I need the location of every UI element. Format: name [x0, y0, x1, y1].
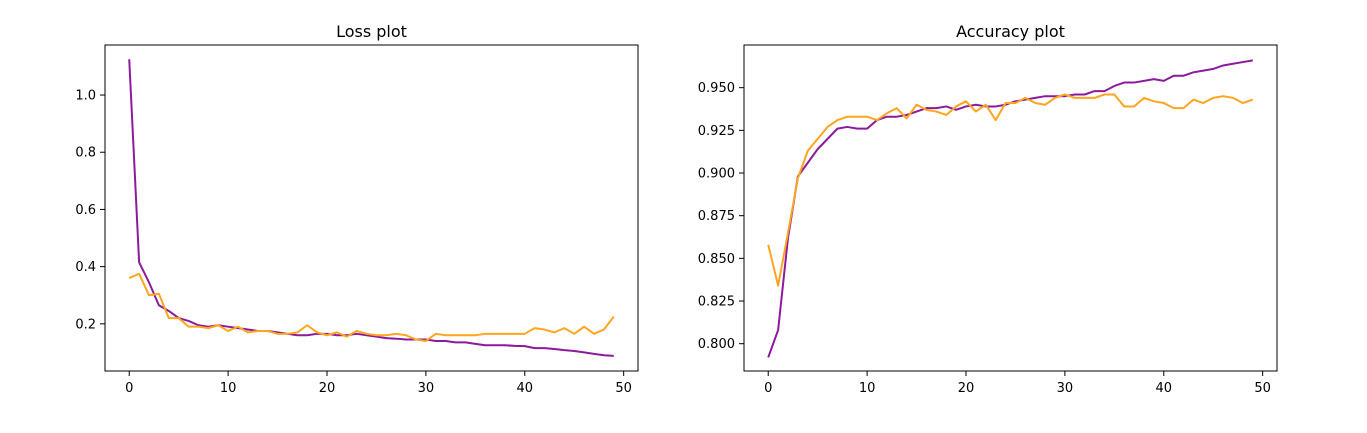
loss-plot-y-tick-label: 0.8: [75, 146, 96, 161]
accuracy-plot-x-tick-label: 40: [1156, 381, 1173, 396]
loss-plot-y-tick-label: 0.2: [75, 317, 96, 332]
accuracy-plot-x-tick-label: 30: [1057, 381, 1074, 396]
loss-plot-x-tick-label: 30: [418, 381, 435, 396]
loss-plot-y-tick-label: 0.6: [75, 203, 96, 218]
accuracy-plot-x-tick-label: 50: [1254, 381, 1271, 396]
accuracy-plot-lines: [767, 59, 1254, 358]
accuracy-plot-orange-line: [767, 93, 1254, 287]
loss-plot-x-tick-label: 10: [220, 381, 237, 396]
accuracy-plot-y-tick-label: 0.875: [698, 209, 735, 224]
accuracy-plot-y-tick-label: 0.950: [698, 81, 735, 96]
accuracy-plot-y-tick-label: 0.800: [698, 337, 735, 352]
accuracy-plot-x-tick-label: 10: [859, 381, 876, 396]
loss-plot-ticks: 0 10 20 30 40 50 0.2 0.4 0.6 0.8 1.0: [75, 89, 632, 396]
loss-plot-purple-line: [128, 59, 614, 357]
accuracy-plot-panel: Accuracy plot 0 10 20 30 40 50 0.800 0.825 0.850…: [698, 22, 1278, 396]
loss-plot-x-tick-label: 50: [615, 381, 632, 396]
loss-plot-x-tick-label: 0: [125, 381, 133, 396]
loss-plot-x-tick-label: 40: [517, 381, 534, 396]
accuracy-plot-ticks: 0 10 20 30 40 50 0.800 0.825 0.850 0.875 0.900 0.92…: [698, 81, 1271, 396]
accuracy-plot-axes: [743, 44, 1278, 372]
loss-plot-lines: [128, 59, 615, 357]
loss-plot-y-tick-label: 1.0: [75, 89, 96, 104]
accuracy-plot-y-tick-label: 0.850: [698, 252, 735, 267]
loss-plot-orange-line: [128, 272, 615, 342]
accuracy-plot-y-tick-label: 0.925: [698, 124, 735, 139]
loss-plot-title: Loss plot: [336, 22, 407, 41]
loss-plot-panel: Loss plot 0 10 20 30 40 50 0.2 0.4 0.6 0.8 1.0: [75, 22, 639, 396]
accuracy-plot-y-tick-label: 0.900: [698, 167, 735, 182]
accuracy-plot-x-tick-label: 20: [958, 381, 975, 396]
accuracy-plot-x-tick-label: 0: [764, 381, 772, 396]
loss-plot-axes: [104, 44, 639, 372]
loss-plot-y-tick-label: 0.4: [75, 260, 96, 275]
accuracy-plot-title: Accuracy plot: [956, 22, 1065, 41]
accuracy-plot-y-tick-label: 0.825: [698, 295, 735, 310]
loss-plot-x-tick-label: 20: [319, 381, 336, 396]
